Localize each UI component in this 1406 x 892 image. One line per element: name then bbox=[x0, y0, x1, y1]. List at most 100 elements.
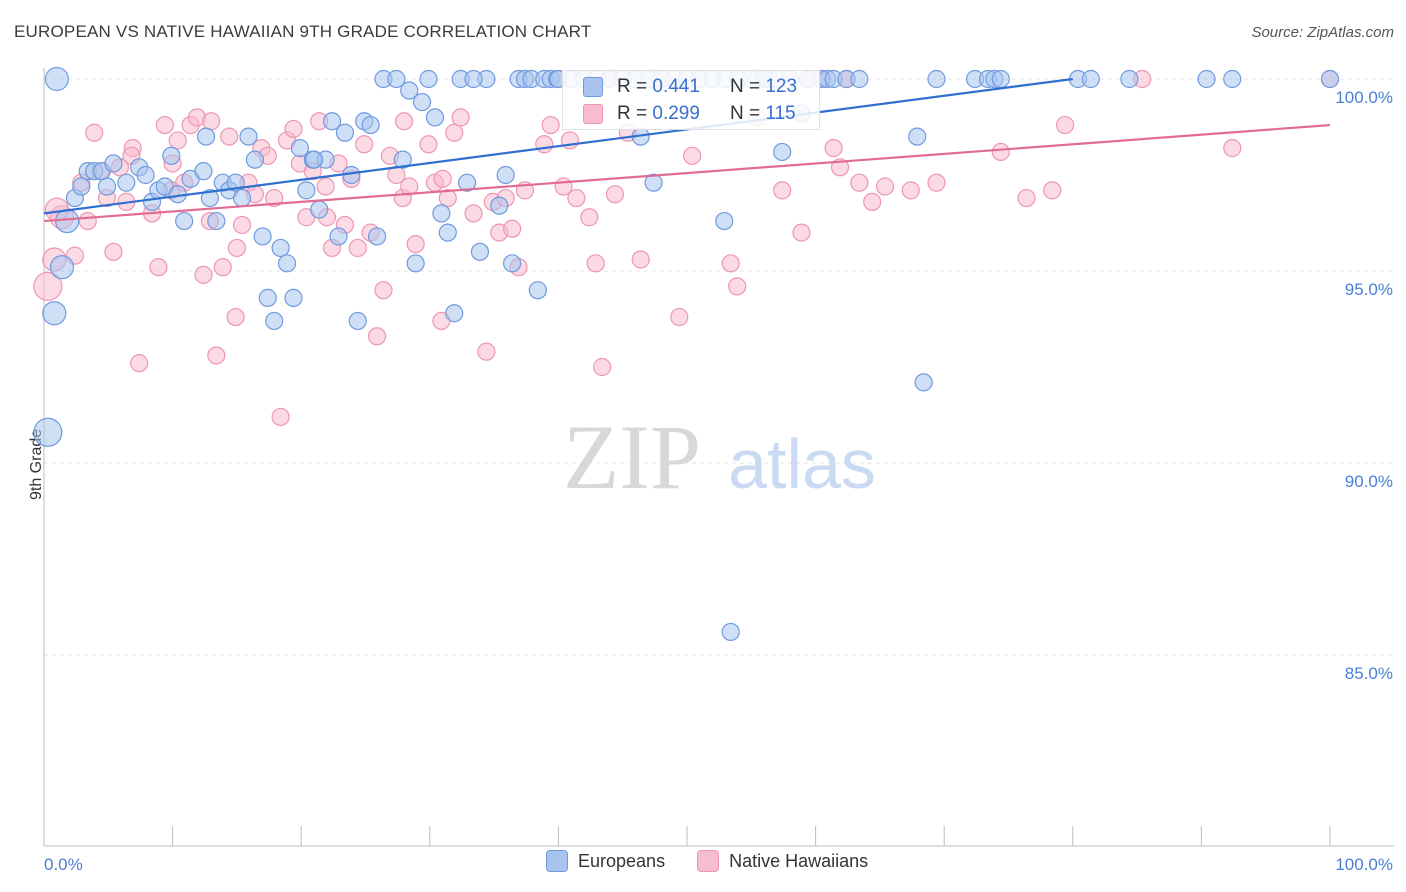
native-hawaiians-point bbox=[535, 135, 554, 154]
native-hawaiians-point bbox=[227, 238, 246, 258]
trend-lines bbox=[43, 77, 1331, 223]
r-label: R = bbox=[617, 103, 648, 124]
stats-row-europeans: R = 0.441 N = 123 bbox=[583, 76, 797, 98]
native-hawaiians-point bbox=[863, 192, 882, 211]
europeans-point bbox=[721, 622, 740, 642]
europeans-point bbox=[644, 173, 663, 192]
native-hawaiians-point bbox=[400, 177, 419, 196]
europeans-point bbox=[1320, 69, 1340, 89]
y-tick-label: 100.0% bbox=[1335, 88, 1393, 107]
europeans-point bbox=[290, 139, 310, 158]
europeans-point bbox=[348, 311, 367, 331]
europeans-point bbox=[200, 188, 219, 208]
europeans-point bbox=[162, 146, 181, 165]
r-label: R = bbox=[617, 76, 648, 97]
europeans-point bbox=[97, 177, 117, 196]
europeans-point bbox=[464, 69, 483, 89]
europeans-point bbox=[425, 108, 445, 127]
europeans-point bbox=[310, 200, 329, 219]
native-hawaiians-point bbox=[927, 173, 946, 192]
europeans-point bbox=[277, 254, 297, 273]
native-hawaiians-point bbox=[991, 142, 1010, 162]
watermark-zip: ZIP bbox=[563, 406, 701, 508]
n-label: N = bbox=[729, 76, 761, 97]
native-hawaiians-point bbox=[541, 115, 560, 135]
native-hawaiians-point bbox=[130, 354, 149, 373]
native-hawaiians-trend-line bbox=[43, 123, 1331, 223]
native-hawaiians-swatch bbox=[583, 104, 603, 124]
europeans-point bbox=[715, 211, 734, 231]
native-hawaiians-point bbox=[1223, 139, 1242, 158]
europeans-point bbox=[927, 69, 946, 89]
stats-row-native-hawaiians: R = 0.299 N = 115 bbox=[583, 103, 796, 125]
tick-labels: 85.0% 90.0% 95.0% 100.0% 0.0% 100.0% bbox=[44, 88, 1393, 874]
europeans-point bbox=[393, 150, 412, 169]
native-hawaiians-point bbox=[213, 258, 232, 277]
legend-label-native-hawaiians: Native Hawaiians bbox=[729, 850, 869, 871]
native-hawaiians-point bbox=[683, 146, 702, 165]
native-hawaiians-point bbox=[451, 108, 470, 127]
native-hawaiians-point bbox=[728, 277, 747, 296]
native-hawaiians-point bbox=[792, 223, 811, 242]
europeans-legend-swatch bbox=[546, 850, 568, 872]
europeans-point bbox=[1197, 69, 1216, 89]
europeans-point bbox=[49, 255, 75, 280]
native-hawaiians-point bbox=[78, 211, 97, 231]
native-hawaiians-point bbox=[355, 135, 374, 154]
y-tick-label: 90.0% bbox=[1345, 472, 1393, 491]
native-hawaiians-point bbox=[207, 346, 226, 365]
native-hawaiians-point bbox=[265, 188, 284, 208]
native-hawaiians-point bbox=[394, 112, 414, 131]
native-hawaiians-point bbox=[593, 357, 612, 377]
europeans-point bbox=[196, 127, 216, 146]
native-hawaiians-point bbox=[316, 177, 335, 196]
europeans-point bbox=[245, 150, 265, 169]
europeans-point bbox=[400, 81, 419, 100]
europeans-point bbox=[412, 92, 432, 112]
europeans-point bbox=[335, 123, 355, 142]
native-hawaiians-point bbox=[155, 115, 174, 135]
europeans-point bbox=[1223, 69, 1242, 89]
europeans-point bbox=[773, 142, 792, 162]
europeans-point bbox=[387, 69, 406, 89]
native-hawaiians-point bbox=[149, 258, 168, 277]
native-hawaiians-point bbox=[670, 307, 689, 327]
native-hawaiians-point bbox=[445, 123, 464, 142]
europeans-point bbox=[265, 311, 284, 331]
europeans-point bbox=[104, 154, 123, 173]
europeans-point bbox=[367, 227, 387, 246]
europeans-point bbox=[419, 69, 438, 89]
europeans-point bbox=[175, 211, 194, 231]
europeans-swatch bbox=[583, 77, 603, 97]
native-hawaiians-point bbox=[901, 181, 920, 200]
legend-item-europeans[interactable]: Europeans bbox=[546, 850, 665, 872]
europeans-point bbox=[304, 150, 324, 169]
native-hawaiians-point bbox=[850, 173, 869, 192]
europeans-point bbox=[136, 165, 155, 185]
europeans-point bbox=[361, 115, 380, 135]
europeans-point bbox=[470, 242, 490, 261]
native-hawaiians-point bbox=[631, 250, 650, 269]
europeans-point bbox=[239, 127, 258, 146]
legend-item-native-hawaiians[interactable]: Native Hawaiians bbox=[697, 850, 868, 872]
series-legend: Europeans Native Hawaiians bbox=[546, 850, 900, 872]
europeans-point bbox=[432, 204, 451, 223]
europeans-point bbox=[496, 165, 515, 185]
europeans-point bbox=[253, 227, 272, 246]
native-hawaiians-point bbox=[271, 407, 290, 427]
x-tick-label: 0.0% bbox=[44, 855, 83, 874]
x-tick-label: 100.0% bbox=[1335, 855, 1393, 874]
europeans-point bbox=[908, 127, 927, 146]
n-label: N = bbox=[729, 103, 761, 124]
europeans-point bbox=[44, 66, 69, 92]
native-hawaiians-point bbox=[104, 242, 123, 261]
europeans-point bbox=[322, 112, 342, 131]
native-hawaiians-point bbox=[721, 254, 740, 273]
europeans-point bbox=[503, 254, 522, 273]
europeans-point bbox=[490, 196, 509, 215]
europeans-point bbox=[1081, 69, 1100, 89]
native-hawaiians-legend-swatch bbox=[697, 850, 720, 872]
r-value: 0.299 bbox=[652, 103, 700, 124]
europeans-point bbox=[914, 373, 933, 392]
native-hawaiians-point bbox=[1017, 188, 1036, 208]
